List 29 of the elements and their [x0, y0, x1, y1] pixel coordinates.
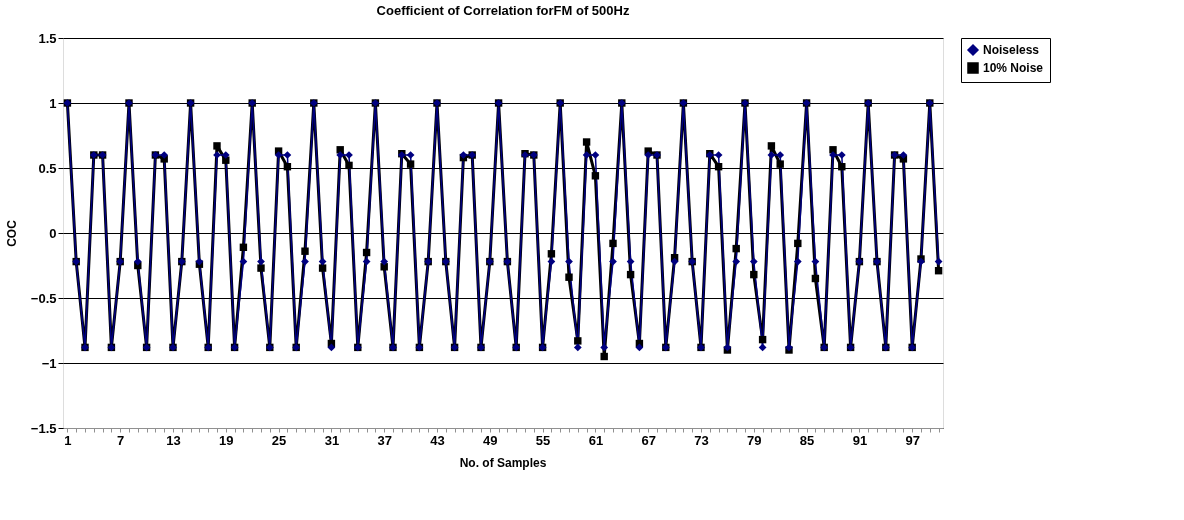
y-tick-label: −1 [41, 355, 57, 371]
x-tick-label: 1 [64, 432, 72, 448]
x-tick-label: 37 [377, 432, 392, 448]
x-tick-label: 7 [117, 432, 125, 448]
x-tick-label: 97 [905, 432, 920, 448]
y-tick-label: −0.5 [30, 290, 57, 306]
x-tick-label: 19 [219, 432, 234, 448]
y-tick-label: 0.5 [38, 160, 57, 176]
legend-label: Noiseless [983, 43, 1040, 57]
x-tick-label: 13 [166, 432, 181, 448]
x-tick-label: 55 [535, 432, 551, 448]
legend-label: 10% Noise [983, 61, 1044, 75]
x-tick-label: 25 [271, 432, 287, 448]
x-tick-label: 73 [694, 432, 709, 448]
y-tick-label: 1 [49, 95, 57, 111]
x-tick-label: 85 [799, 432, 815, 448]
y-tick-label: −1.5 [30, 420, 57, 436]
x-axis-title: No. of Samples [459, 456, 547, 470]
x-tick-label: 79 [747, 432, 762, 448]
y-tick-label: 0 [49, 225, 57, 241]
chart-title: Coefficient of Correlation forFM of 500Hz [376, 3, 630, 18]
x-tick-label: 43 [430, 432, 445, 448]
x-tick-label: 49 [483, 432, 498, 448]
x-tick-label: 61 [588, 432, 604, 448]
x-tick-label: 31 [324, 432, 340, 448]
x-tick-label: 67 [641, 432, 656, 448]
x-tick-label: 91 [852, 432, 868, 448]
y-axis-title: COC [4, 219, 19, 247]
y-tick-label: 1.5 [38, 30, 57, 46]
